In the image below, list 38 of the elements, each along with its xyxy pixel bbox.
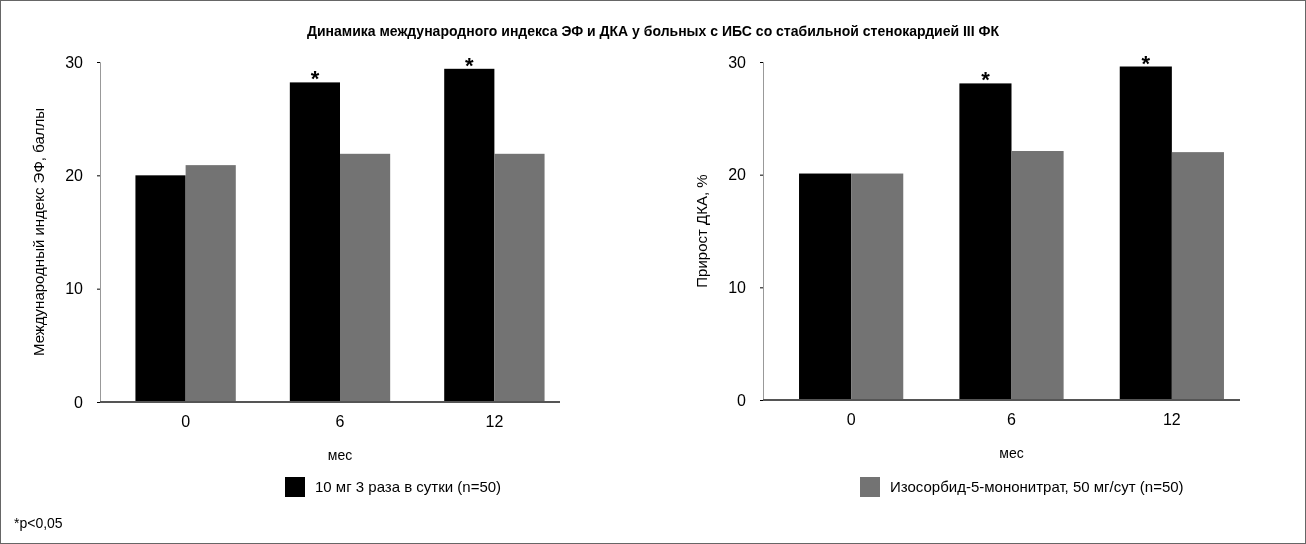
bar <box>135 175 186 402</box>
y-tick-label: 0 <box>74 393 84 411</box>
legend-label: Изосорбид-5-мононитрат, 50 мг/сут (n=50) <box>890 478 1184 495</box>
x-axis-title: мес <box>999 445 1024 461</box>
y-tick-label: 10 <box>728 278 747 296</box>
bar <box>1119 66 1172 400</box>
x-tick-label: 0 <box>181 413 191 431</box>
x-tick-label: 12 <box>1162 411 1181 429</box>
bar <box>340 153 391 402</box>
annotation: * <box>981 67 991 93</box>
y-tick-label: 10 <box>65 280 84 298</box>
y-tick-label: 30 <box>728 53 747 71</box>
y-tick-label: 20 <box>728 166 747 184</box>
bar <box>494 153 545 402</box>
bar <box>289 82 340 402</box>
bar <box>1171 152 1224 400</box>
y-axis-title: Прирост ДКА, % <box>693 174 710 288</box>
x-tick-label: 12 <box>485 413 504 431</box>
bar <box>799 173 852 400</box>
bar <box>1011 151 1064 400</box>
bar <box>185 165 236 402</box>
text: *p<0,05 <box>14 515 63 531</box>
legend-label: 10 мг 3 раза в сутки (n=50) <box>315 478 502 495</box>
y-axis-title: Международный индекс ЭФ, баллы <box>30 107 47 357</box>
x-tick-label: 0 <box>846 411 856 429</box>
annotation: * <box>465 52 475 78</box>
bar <box>851 173 904 400</box>
x-axis-title: мес <box>327 447 353 463</box>
bar <box>444 68 495 402</box>
x-tick-label: 6 <box>335 413 345 431</box>
annotation: * <box>1141 50 1151 76</box>
bar <box>959 83 1012 400</box>
y-tick-label: 0 <box>737 391 747 409</box>
y-tick-label: 20 <box>65 166 84 184</box>
x-tick-label: 6 <box>1007 411 1017 429</box>
annotation: * <box>310 66 320 92</box>
y-tick-label: 30 <box>65 53 84 71</box>
text: Динамика международного индекса ЭФ и ДКА у больных с ИБС со стабильной стенокардией III ФК <box>306 23 1000 39</box>
